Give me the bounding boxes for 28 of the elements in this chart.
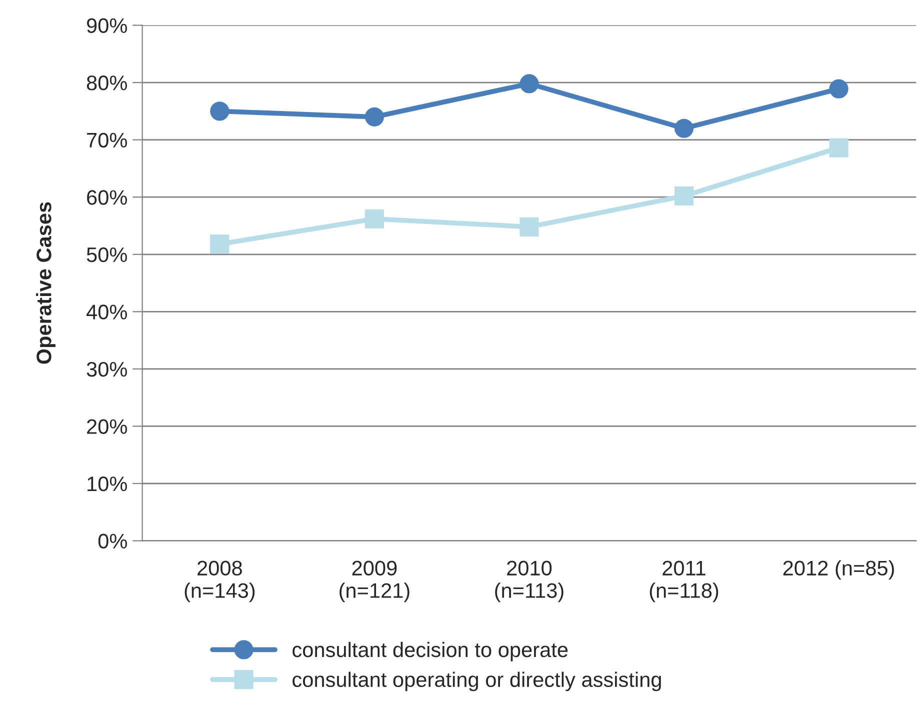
y-tick-label: 90% [86, 18, 127, 34]
point [364, 209, 384, 228]
y-tick-label: 70% [87, 132, 127, 148]
y-tick-label: 10% [88, 476, 127, 492]
y-tick-label: 80% [86, 76, 127, 90]
y-tick-label: 60% [87, 190, 127, 205]
x-tick-label: 2011 (n=118) [650, 560, 718, 602]
point [829, 138, 848, 158]
y-tick-label: 0% [98, 534, 127, 549]
point [674, 186, 694, 206]
x-tick-label: 2008 (n=143) [184, 560, 255, 602]
y-tick-label: 50% [86, 247, 127, 262]
point [829, 79, 848, 98]
point [520, 217, 539, 236]
point [210, 102, 230, 121]
legend-label: consultant decision to operate [292, 642, 568, 662]
y-axis-title: Operative Cases [36, 202, 56, 364]
point [210, 234, 230, 254]
point [674, 118, 694, 138]
point [520, 74, 539, 94]
legend-label: consultant operating or directly assisting [292, 672, 661, 692]
y-tick-label: 40% [86, 304, 127, 320]
x-tick-label: 2009 (n=121) [340, 560, 410, 602]
y-tick-label: 20% [87, 419, 127, 434]
x-tick-label: 2010 (n=113) [495, 560, 564, 602]
point [364, 107, 384, 126]
x-tick-label: 2012 (n=85) [783, 560, 894, 580]
y-tick-label: 30% [86, 362, 127, 377]
